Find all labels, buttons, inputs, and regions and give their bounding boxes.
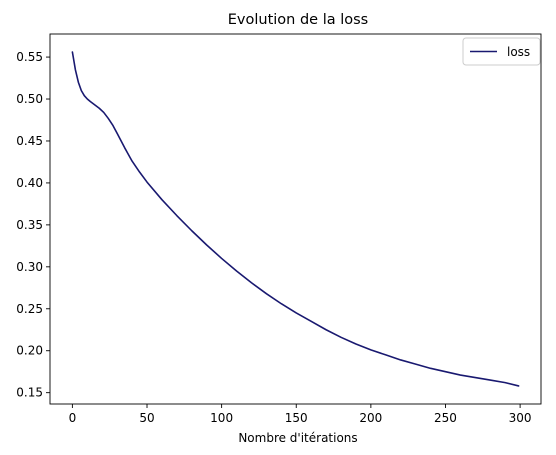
y-tick-label: 0.45 — [16, 134, 43, 148]
y-tick-label: 0.55 — [16, 50, 43, 64]
x-tick-label: 250 — [434, 411, 457, 425]
x-tick-label: 150 — [285, 411, 308, 425]
x-tick-label: 50 — [139, 411, 154, 425]
y-tick-label: 0.20 — [16, 344, 43, 358]
y-tick-label: 0.35 — [16, 218, 43, 232]
legend-label-loss: loss — [507, 45, 530, 59]
x-tick-label: 100 — [210, 411, 233, 425]
y-tick-label: 0.50 — [16, 92, 43, 106]
legend: loss — [462, 37, 541, 66]
plot-area — [49, 33, 542, 405]
x-tick-label: 0 — [69, 411, 77, 425]
x-axis-ticks: 0 50 100 150 200 250 300 — [69, 404, 532, 425]
x-tick-label: 200 — [359, 411, 382, 425]
chart-title: Evolution de la loss — [228, 12, 368, 28]
x-axis-label: Nombre d'itérations — [238, 431, 357, 445]
series-line-loss — [71, 51, 520, 387]
y-tick-label: 0.25 — [16, 302, 43, 316]
y-tick-label: 0.30 — [16, 260, 43, 274]
axes-frame — [49, 33, 542, 405]
y-tick-label: 0.40 — [16, 176, 43, 190]
y-tick-label: 0.15 — [16, 386, 43, 400]
y-axis-ticks: 0.15 0.20 0.25 0.30 0.35 0.40 0.45 0.50 0.55 — [16, 50, 50, 400]
x-tick-label: 300 — [509, 411, 532, 425]
legend-box — [462, 37, 541, 66]
